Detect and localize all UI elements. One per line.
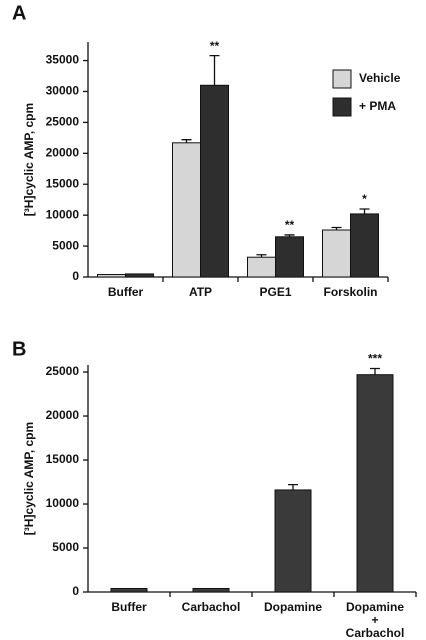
x-tick-label: ATP <box>189 285 212 299</box>
error-bar <box>181 139 192 143</box>
y-tick-label: 5000 <box>52 540 79 554</box>
x-tick-label: Carbachol <box>346 626 405 640</box>
bar <box>97 274 126 278</box>
x-tick-label: Buffer <box>108 285 144 299</box>
bar <box>274 489 312 593</box>
y-tick-label: 25000 <box>46 364 80 378</box>
bar <box>125 273 154 278</box>
annotation: *** <box>368 352 382 366</box>
bar <box>350 213 379 278</box>
error-bar <box>209 54 220 86</box>
x-tick-label: Carbachol <box>182 600 241 614</box>
annotation: * <box>362 192 367 206</box>
x-tick-label: PGE1 <box>259 285 291 299</box>
panel-label: B <box>12 338 26 360</box>
y-axis-title: [³H]cyclic AMP, cpm <box>22 103 36 216</box>
error-bar <box>331 226 342 230</box>
bar <box>247 256 276 278</box>
bar <box>356 374 394 593</box>
y-tick-label: 10000 <box>46 207 80 221</box>
y-tick-label: 15000 <box>46 176 80 190</box>
y-tick-label: 30000 <box>46 84 80 98</box>
bar <box>322 229 351 278</box>
annotation: ** <box>285 218 295 232</box>
panel-label: A <box>12 2 26 24</box>
y-tick-label: 0 <box>72 269 79 283</box>
y-tick-label: 25000 <box>46 115 80 129</box>
error-bar <box>370 367 380 375</box>
bar <box>172 142 201 278</box>
error-bar <box>284 234 295 237</box>
y-tick-label: 10000 <box>46 496 80 510</box>
x-tick-label: Dopamine <box>346 600 404 614</box>
error-bar <box>359 208 370 214</box>
bar <box>200 84 229 278</box>
x-tick-label: + <box>371 613 378 627</box>
legend-label: + PMA <box>359 99 396 113</box>
x-tick-label: Forskolin <box>323 285 377 299</box>
bar <box>192 587 230 593</box>
error-bar <box>256 254 267 258</box>
legend-swatch <box>332 97 352 117</box>
bar <box>110 587 148 593</box>
x-tick-label: Dopamine <box>264 600 322 614</box>
annotation: ** <box>210 39 220 53</box>
y-tick-label: 15000 <box>46 452 80 466</box>
legend-label: Vehicle <box>359 71 401 85</box>
y-tick-label: 20000 <box>46 408 80 422</box>
legend-swatch <box>332 69 352 89</box>
bar <box>275 236 304 278</box>
error-bar <box>288 484 298 490</box>
y-tick-label: 20000 <box>46 145 80 159</box>
y-tick-label: 0 <box>72 584 79 598</box>
y-tick-label: 35000 <box>46 53 80 67</box>
x-tick-label: Buffer <box>111 600 147 614</box>
y-axis-title: [³H]cyclic AMP, cpm <box>22 422 36 535</box>
y-tick-label: 5000 <box>52 238 79 252</box>
